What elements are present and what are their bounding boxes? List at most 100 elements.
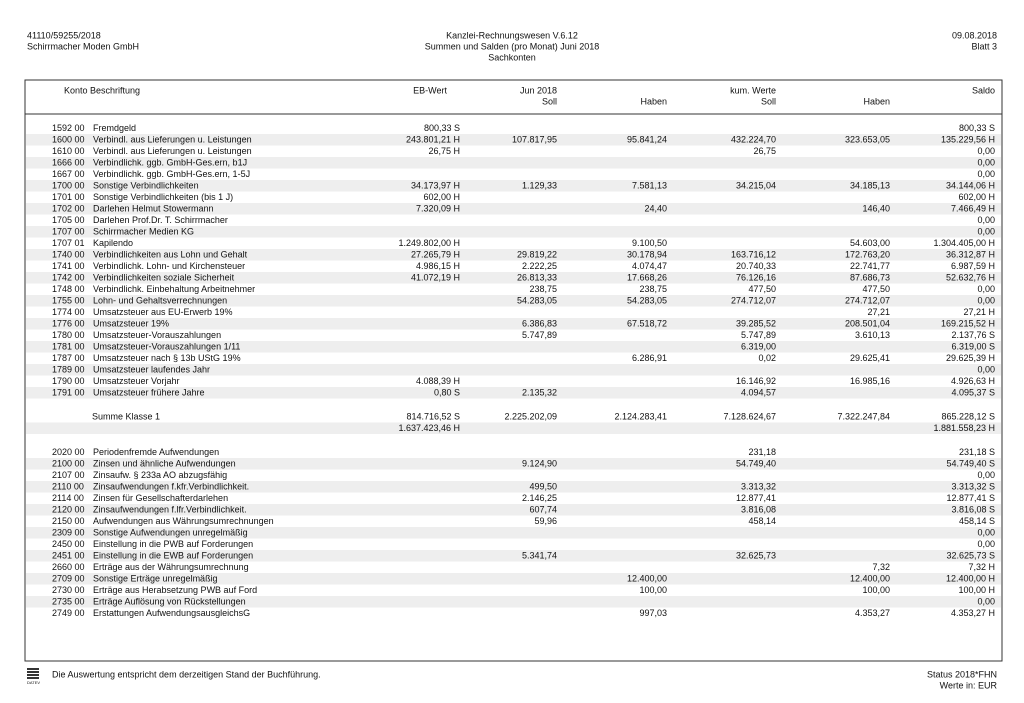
konto-name: Verbindlichk. Einbehaltung Arbeitnehmer (93, 284, 255, 294)
konto-number: 2709 00 (52, 574, 85, 584)
konto-number: 1781 00 (52, 342, 85, 352)
konto-name: Summe Klasse 1 (92, 412, 160, 422)
cell-value: 477,50 (748, 284, 776, 294)
cell-value: 34.144,06 H (946, 181, 995, 191)
cell-value: 7.320,09 H (416, 204, 460, 214)
konto-number: 1755 00 (52, 296, 85, 306)
konto-number: 2660 00 (52, 562, 85, 572)
konto-number: 1667 00 (52, 169, 85, 179)
cell-value: 54.283,05 (517, 296, 557, 306)
konto-name: Darlehen Helmut Stowermann (93, 204, 214, 214)
cell-value: 7,32 (872, 562, 890, 572)
row-stripe (26, 249, 1001, 261)
konto-number: 2450 00 (52, 539, 85, 549)
cell-value: 4.353,27 (855, 608, 890, 618)
konto-name: Darlehen Prof.Dr. T. Schirrmacher (93, 215, 228, 225)
cell-value: 12.400,00 H (946, 574, 995, 584)
konto-name: Sonstige Erträge unregelmäßig (93, 574, 218, 584)
konto-name: Erträge Auflösung von Rückstellungen (93, 597, 246, 607)
cell-value: 52.632,76 H (946, 273, 995, 283)
cell-value: 135.229,56 H (941, 135, 995, 145)
cell-value: 2.146,25 (522, 493, 557, 503)
cell-value: 4.095,37 S (951, 388, 995, 398)
cell-value: 7,32 H (968, 562, 995, 572)
konto-name: Verbindlichkeiten soziale Sicherheit (93, 273, 235, 283)
cell-value: 29.625,39 H (946, 353, 995, 363)
cell-value: 0,00 (977, 227, 995, 237)
cell-value: 0,00 (977, 296, 995, 306)
konto-name: Zinsen für Gesellschafterdarlehen (93, 493, 228, 503)
cell-value: 0,80 S (434, 388, 460, 398)
cell-value: 243.801,21 H (406, 135, 460, 145)
cell-value: 238,75 (639, 284, 667, 294)
cell-value: 2.124.283,41 (614, 412, 667, 422)
cell-value: 54.603,00 (850, 238, 890, 248)
konto-number: 1780 00 (52, 330, 85, 340)
konto-number: 1741 00 (52, 261, 85, 271)
konto-number: 2735 00 (52, 597, 85, 607)
row-stripe (26, 364, 1001, 376)
row-stripe (26, 203, 1001, 215)
cell-value: 0,02 (758, 353, 776, 363)
konto-number: 1789 00 (52, 365, 85, 375)
konto-name: Zinsen und ähnliche Aufwendungen (93, 459, 236, 469)
cell-value: 9.124,90 (522, 459, 557, 469)
cell-value: 67.518,72 (627, 319, 667, 329)
konto-number: 2020 00 (52, 447, 85, 457)
konto-name: Umsatzsteuer nach § 13b UStG 19% (93, 353, 241, 363)
cell-value: 6.286,91 (632, 353, 667, 363)
cell-value: 3.816,08 (741, 505, 776, 515)
cell-value: 22.741,77 (850, 261, 890, 271)
cell-value: 1.249.802,00 H (398, 238, 460, 248)
cell-value: 9.100,50 (632, 238, 667, 248)
col-header: Soll (761, 96, 776, 106)
cell-value: 238,75 (529, 284, 557, 294)
cell-value: 100,00 (639, 585, 667, 595)
row-stripe (26, 550, 1001, 562)
cell-value: 27.265,79 H (411, 250, 460, 260)
konto-number: 1776 00 (52, 319, 85, 329)
konto-name: Umsatzsteuer frühere Jahre (93, 388, 205, 398)
col-header: Haben (863, 96, 890, 106)
cell-value: 20.740,33 (736, 261, 776, 271)
col-header: Konto Beschriftung (64, 85, 140, 95)
cell-value: 1.129,33 (522, 181, 557, 191)
row-stripe (26, 157, 1001, 169)
konto-number: 1700 00 (52, 181, 85, 191)
cell-value: 602,00 H (958, 192, 995, 202)
cell-value: 2.137,76 S (951, 330, 995, 340)
konto-number: 1701 00 (52, 192, 85, 202)
cell-value: 76.126,16 (736, 273, 776, 283)
cell-value: 17.668,26 (627, 273, 667, 283)
row-stripe (26, 504, 1001, 516)
datev-logo-icon (27, 668, 39, 679)
cell-value: 458,14 S (959, 516, 995, 526)
cell-value: 1.637.423,46 H (398, 423, 460, 433)
konto-name: Aufwendungen aus Währungsumrechnungen (93, 516, 274, 526)
cell-value: 100,00 (862, 585, 890, 595)
cell-value: 4.986,15 H (416, 261, 460, 271)
konto-number: 1610 00 (52, 146, 85, 156)
cell-value: 0,00 (977, 365, 995, 375)
konto-number: 1787 00 (52, 353, 85, 363)
col-header: Soll (542, 96, 557, 106)
konto-number: 2100 00 (52, 459, 85, 469)
footer-units: Werte in: EUR (940, 680, 998, 690)
cell-value: 1.881.558,23 H (933, 423, 995, 433)
konto-number: 1600 00 (52, 135, 85, 145)
konto-number: 2107 00 (52, 470, 85, 480)
konto-name: Einstellung in die PWB auf Forderungen (93, 539, 253, 549)
cell-value: 274.712,07 (845, 296, 890, 306)
konto-number: 1791 00 (52, 388, 85, 398)
konto-name: Sonstige Verbindlichkeiten (93, 181, 199, 191)
cell-value: 2.135,32 (522, 388, 557, 398)
cell-value: 54.749,40 S (946, 459, 995, 469)
konto-name: Verbindlichk. Lohn- und Kirchensteuer (93, 261, 245, 271)
konto-name: Erstattungen AufwendungsausgleichsG (93, 608, 250, 618)
cell-value: 4.094,57 (741, 388, 776, 398)
header-left: Schirrmacher Moden GmbH (27, 41, 139, 51)
konto-number: 1705 00 (52, 215, 85, 225)
cell-value: 499,50 (529, 482, 557, 492)
col-header: EB-Wert (413, 85, 447, 95)
cell-value: 4.926,63 H (951, 376, 995, 386)
